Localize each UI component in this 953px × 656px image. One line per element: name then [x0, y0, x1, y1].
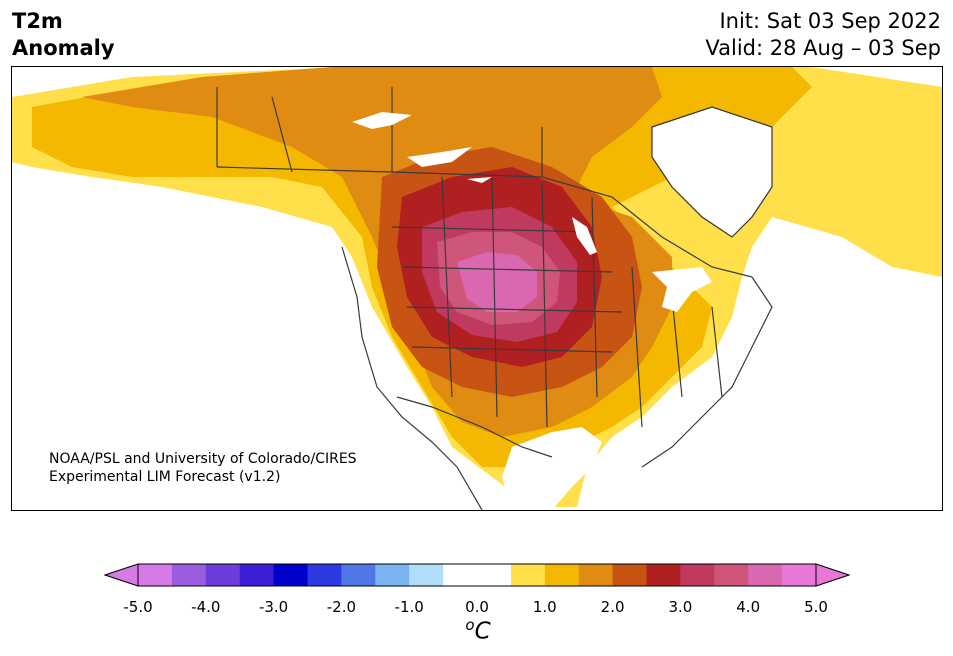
colorbar-cell	[646, 564, 681, 586]
title-line-1: T2m	[12, 9, 63, 33]
east-coast	[641, 276, 773, 468]
unit-degree-symbol: o	[465, 616, 475, 634]
forecast-dates: Init: Sat 03 Sep 2022 Valid: 28 Aug – 03…	[705, 8, 941, 62]
colorbar-cell	[171, 564, 207, 586]
colorbar-tick-label: 0.0	[465, 598, 489, 616]
colorbar-cell	[273, 564, 308, 586]
map-title: T2m Anomaly	[12, 8, 115, 62]
us-mexico-border	[396, 396, 553, 458]
colorbar-over-arrow	[815, 563, 850, 587]
colorbar-cell	[239, 564, 275, 586]
colorbar-cell	[443, 564, 478, 586]
colorbar-frame	[137, 563, 817, 587]
colorbar-cell	[477, 564, 512, 586]
great-lakes	[652, 267, 712, 312]
valid-range: Valid: 28 Aug – 03 Sep	[705, 36, 941, 60]
unit-letter: C	[474, 618, 491, 645]
init-date: Init: Sat 03 Sep 2022	[719, 9, 941, 33]
colorbar-cells	[138, 564, 817, 586]
title-line-2: Anomaly	[12, 36, 115, 60]
colorbar-tick-label: 4.0	[736, 598, 761, 616]
colorbar-cell	[680, 564, 715, 586]
anomaly-band-4-0	[457, 252, 537, 312]
great-slave-lake	[407, 147, 472, 167]
colorbar-cell	[612, 564, 647, 586]
colorbar-cell	[510, 564, 546, 586]
colorbar-cell	[375, 564, 410, 586]
colorbar-unit: oC	[465, 616, 490, 645]
colorbar-tick-label: -2.0	[326, 598, 357, 616]
colorbar-tick-label: 3.0	[668, 598, 693, 616]
water-areas	[12, 106, 942, 510]
colorbar-cell	[748, 564, 783, 586]
colorbar-cell	[341, 564, 376, 586]
state-lines	[391, 176, 723, 428]
colorbar	[104, 563, 850, 587]
credit-text: NOAA/PSL and University of Colorado/CIRE…	[49, 450, 357, 486]
colorbar-cell	[307, 564, 342, 586]
credit-line-1: NOAA/PSL and University of Colorado/CIRE…	[49, 451, 357, 467]
colorbar-tick-label: 2.0	[600, 598, 625, 616]
colorbar-under-arrow	[104, 563, 139, 587]
colorbar-cell	[409, 564, 444, 586]
colorbar-tick-label: -1.0	[394, 598, 424, 616]
colorbar-cell	[138, 564, 173, 586]
map-svg	[12, 67, 942, 510]
colorbar-tick-label: -3.0	[258, 598, 289, 616]
west-coast	[341, 246, 483, 510]
colorbar-cell	[714, 564, 749, 586]
map-borders	[216, 87, 773, 510]
colorbar-tick-label: -4.0	[191, 598, 221, 616]
colorbar-tick-label: 1.0	[532, 598, 557, 616]
lake-athabasca	[467, 177, 492, 183]
credit-line-2: Experimental LIM Forecast (v1.2)	[49, 469, 281, 485]
colorbar-cell	[578, 564, 614, 586]
hudson-bay-area	[651, 106, 773, 238]
lake-winnipeg	[572, 217, 597, 255]
colorbar-tick-label: 5.0	[804, 598, 828, 616]
gulf-of-mexico	[502, 427, 602, 510]
colorbar-cell	[205, 564, 241, 586]
colorbar-cell	[782, 564, 817, 586]
lakes	[352, 112, 712, 312]
pacific-ocean	[12, 197, 482, 510]
great-bear-lake	[352, 112, 412, 129]
colorbar-cell	[544, 564, 580, 586]
atlantic-ocean	[587, 242, 942, 510]
province-lines	[216, 87, 543, 177]
colorbar-tick-label: -5.0	[123, 598, 153, 616]
anomaly-map: NOAA/PSL and University of Colorado/CIRE…	[11, 66, 943, 511]
